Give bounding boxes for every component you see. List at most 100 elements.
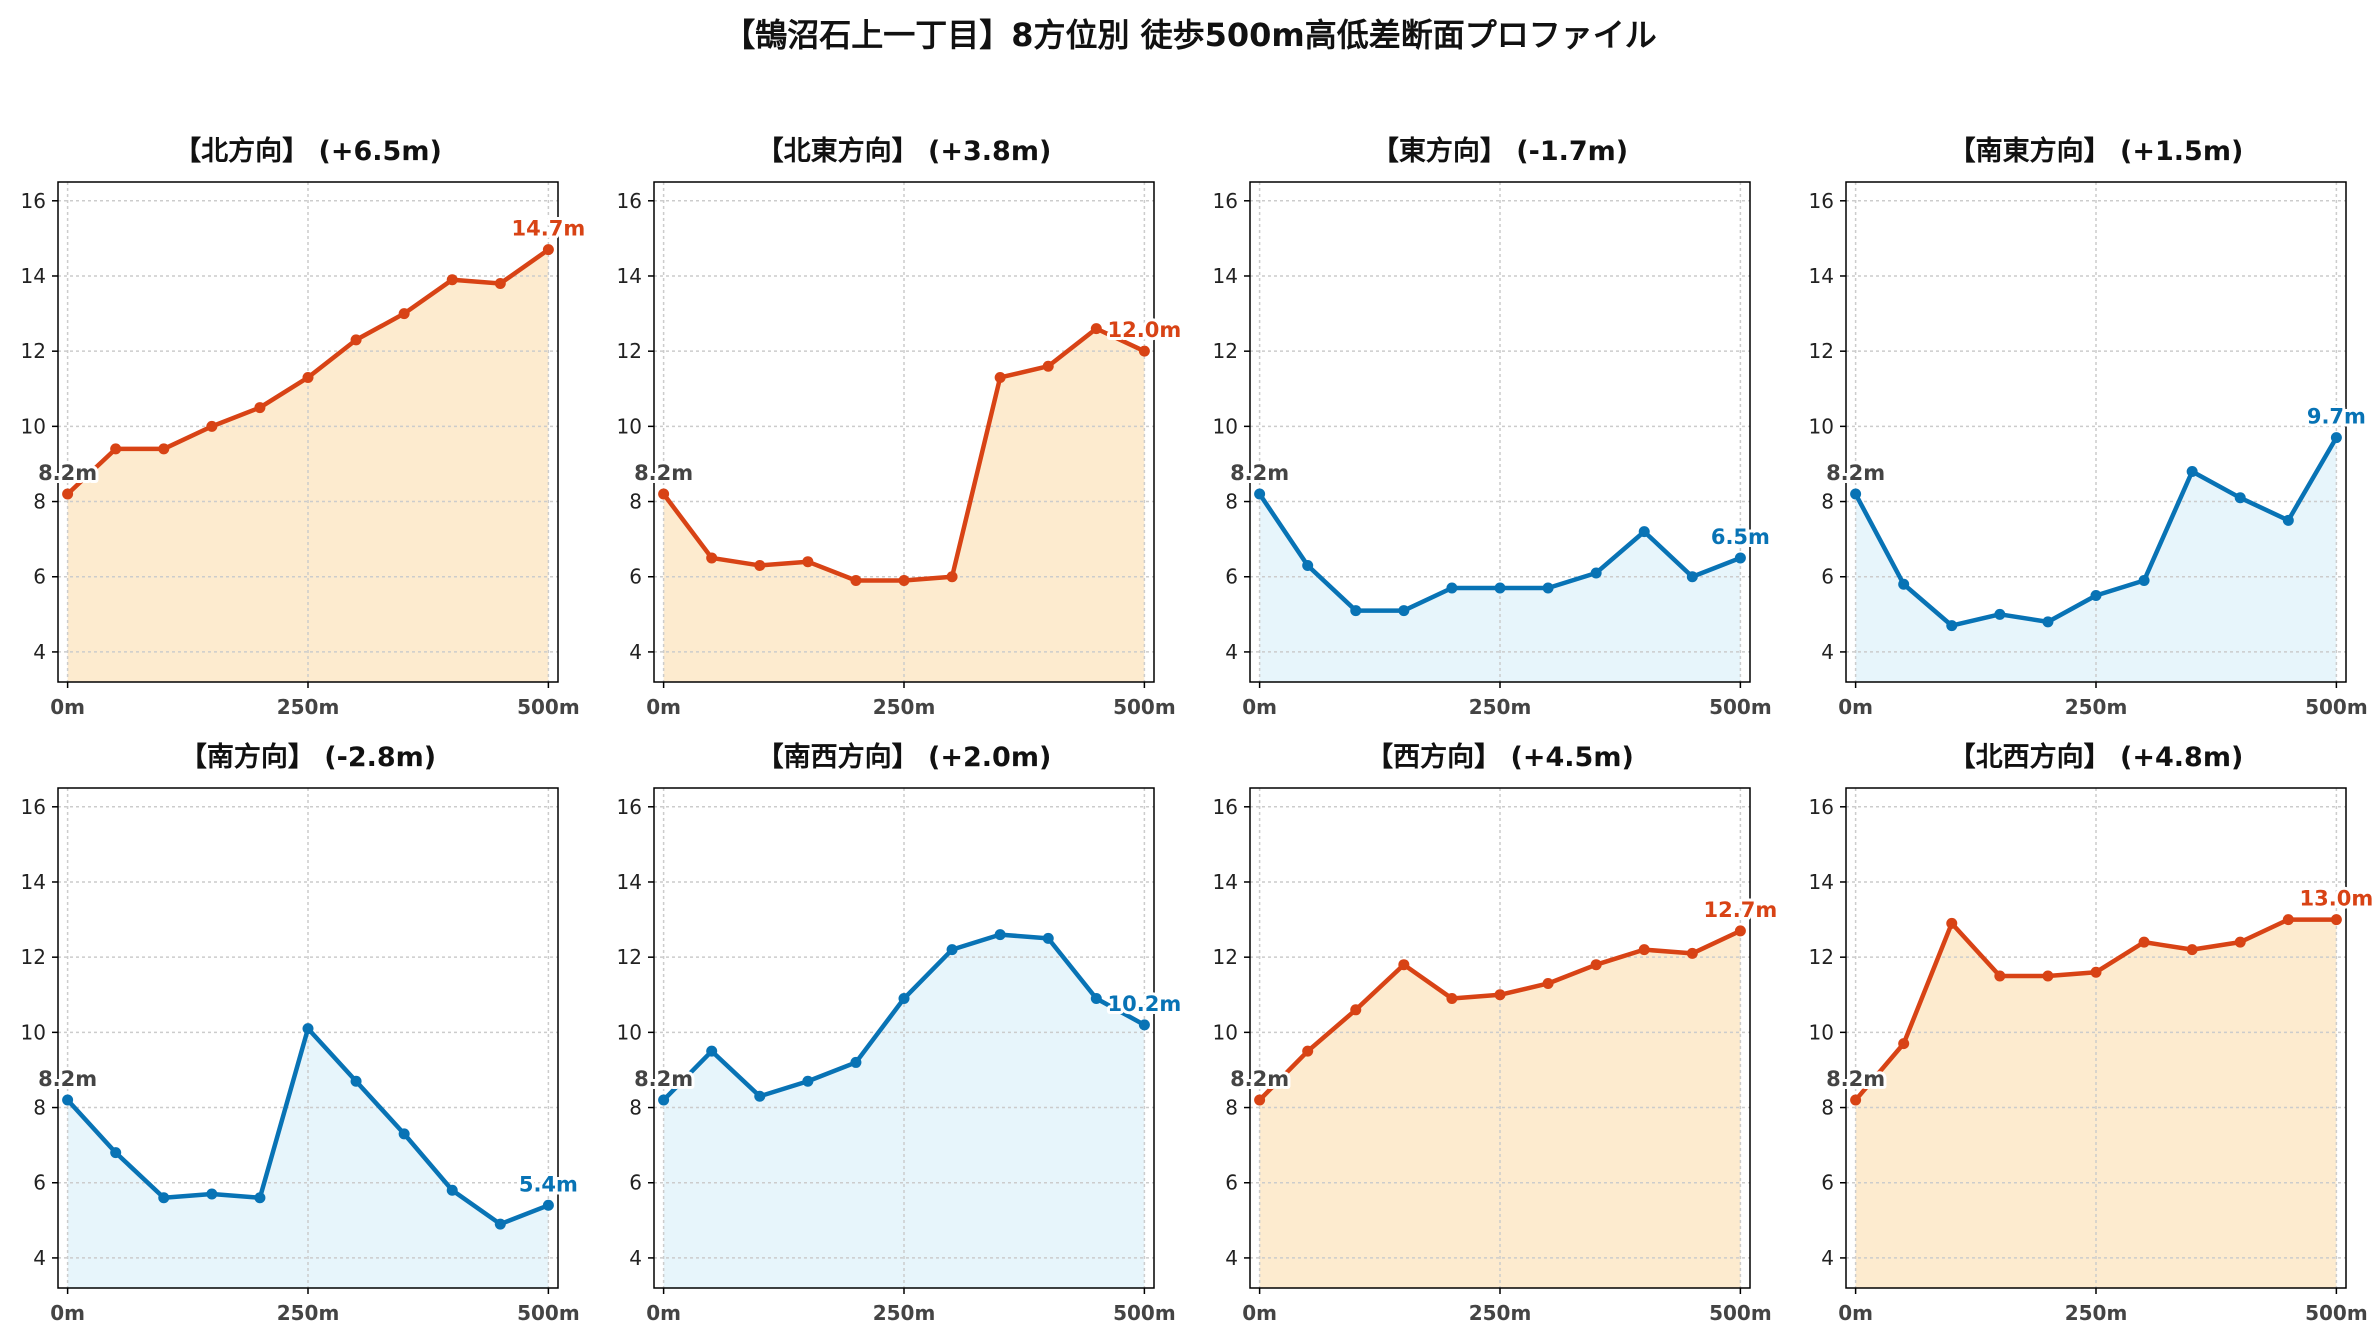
data-point bbox=[1090, 993, 1102, 1005]
y-tick-label: 6 bbox=[1821, 1171, 1834, 1195]
data-point bbox=[2090, 966, 2102, 978]
y-tick-label: 10 bbox=[21, 1020, 46, 1044]
y-tick-label: 14 bbox=[21, 870, 46, 894]
y-tick-label: 4 bbox=[1225, 640, 1238, 664]
end-value-label: 14.7m bbox=[512, 217, 586, 241]
data-point bbox=[1542, 582, 1554, 594]
y-tick-label: 8 bbox=[629, 490, 642, 514]
panel-title: 【北東方向】 (+3.8m) bbox=[757, 135, 1052, 167]
panel-title: 【西方向】 (+4.5m) bbox=[1366, 741, 1634, 773]
y-tick-label: 4 bbox=[1225, 1246, 1238, 1270]
data-point bbox=[2186, 944, 2198, 956]
x-tick-label: 0m bbox=[646, 1301, 681, 1325]
data-point bbox=[994, 371, 1006, 383]
data-point bbox=[1994, 608, 2006, 620]
data-point bbox=[1850, 488, 1862, 500]
data-point bbox=[1254, 1094, 1266, 1106]
x-tick-label: 500m bbox=[2305, 1301, 2368, 1325]
data-point bbox=[946, 571, 958, 583]
y-tick-label: 10 bbox=[1809, 1020, 1834, 1044]
data-point bbox=[1042, 932, 1054, 944]
x-tick-label: 500m bbox=[517, 695, 580, 719]
data-point bbox=[158, 1192, 170, 1204]
data-point bbox=[754, 1090, 766, 1102]
x-tick-label: 250m bbox=[2065, 1301, 2128, 1325]
figure-title: 【鵠沼石上一丁目】8方位別 徒歩500m高低差断面プロファイル bbox=[723, 16, 1657, 54]
panel-title: 【東方向】 (-1.7m) bbox=[1372, 135, 1628, 167]
data-point bbox=[1350, 1004, 1362, 1016]
data-point bbox=[446, 274, 458, 286]
y-tick-label: 12 bbox=[617, 339, 642, 363]
y-tick-label: 4 bbox=[33, 1246, 46, 1270]
data-point bbox=[494, 278, 506, 290]
y-tick-label: 10 bbox=[617, 1020, 642, 1044]
data-point bbox=[254, 1192, 266, 1204]
end-value-label: 12.7m bbox=[1704, 898, 1778, 922]
x-tick-label: 250m bbox=[873, 695, 936, 719]
data-point bbox=[1138, 1019, 1150, 1031]
data-point bbox=[898, 993, 910, 1005]
panel-1: 【北方向】 (+6.5m) 4 6 8 10 12 14 16 0m 250m 500m 8.2m 14… bbox=[21, 135, 589, 719]
data-point bbox=[1138, 345, 1150, 357]
x-tick-label: 250m bbox=[1469, 1301, 1532, 1325]
data-point bbox=[850, 574, 862, 586]
y-tick-label: 12 bbox=[1809, 945, 1834, 969]
data-point bbox=[1994, 970, 2006, 982]
data-point bbox=[1398, 605, 1410, 617]
panel-title: 【南方向】 (-2.8m) bbox=[180, 741, 436, 773]
panel-4: 【南東方向】 (+1.5m) 4 6 8 10 12 14 16 0m 250m 500m 8.2m 9… bbox=[1809, 135, 2369, 719]
end-value-label: 5.4m bbox=[519, 1172, 578, 1196]
y-tick-label: 14 bbox=[1213, 264, 1238, 288]
data-point bbox=[446, 1184, 458, 1196]
data-point bbox=[1686, 571, 1698, 583]
data-point bbox=[206, 420, 218, 432]
y-tick-label: 10 bbox=[21, 414, 46, 438]
y-tick-label: 4 bbox=[1821, 1246, 1834, 1270]
y-tick-label: 8 bbox=[33, 490, 46, 514]
data-point bbox=[494, 1218, 506, 1230]
end-value-label: 6.5m bbox=[1711, 525, 1770, 549]
data-point bbox=[802, 1075, 814, 1087]
panel-title: 【北西方向】 (+4.8m) bbox=[1949, 741, 2244, 773]
y-tick-label: 6 bbox=[33, 565, 46, 589]
data-point bbox=[62, 488, 74, 500]
panel-7: 【西方向】 (+4.5m) 4 6 8 10 12 14 16 0m 250m 500m 8.2m 12… bbox=[1213, 741, 1781, 1325]
y-tick-label: 16 bbox=[617, 189, 642, 213]
y-tick-label: 12 bbox=[1213, 945, 1238, 969]
data-point bbox=[1350, 605, 1362, 617]
data-point bbox=[1590, 567, 1602, 579]
data-point bbox=[2138, 936, 2150, 948]
y-tick-label: 10 bbox=[1213, 1020, 1238, 1044]
end-value-label: 10.2m bbox=[1108, 992, 1182, 1016]
data-point bbox=[542, 244, 554, 256]
y-tick-label: 6 bbox=[1225, 565, 1238, 589]
y-tick-label: 8 bbox=[1225, 490, 1238, 514]
data-point bbox=[206, 1188, 218, 1200]
data-point bbox=[350, 1075, 362, 1087]
y-tick-label: 12 bbox=[1213, 339, 1238, 363]
area-fill bbox=[663, 934, 1145, 1288]
y-tick-label: 6 bbox=[629, 565, 642, 589]
x-tick-label: 0m bbox=[50, 1301, 85, 1325]
data-point bbox=[2330, 914, 2342, 926]
data-point bbox=[302, 1023, 314, 1035]
panel-6: 【南西方向】 (+2.0m) 4 6 8 10 12 14 16 0m 250m 500m 8.2m 1… bbox=[617, 741, 1185, 1325]
data-point bbox=[158, 443, 170, 455]
y-tick-label: 16 bbox=[1213, 795, 1238, 819]
data-point bbox=[1946, 620, 1958, 632]
x-tick-label: 500m bbox=[1113, 1301, 1176, 1325]
y-tick-label: 14 bbox=[1809, 264, 1834, 288]
y-tick-label: 10 bbox=[1213, 414, 1238, 438]
data-point bbox=[658, 488, 670, 500]
y-tick-label: 8 bbox=[1821, 1096, 1834, 1120]
data-point bbox=[302, 371, 314, 383]
x-tick-label: 500m bbox=[1709, 1301, 1772, 1325]
data-point bbox=[2282, 914, 2294, 926]
data-point bbox=[1302, 559, 1314, 571]
data-point bbox=[110, 443, 122, 455]
data-point bbox=[2186, 465, 2198, 477]
data-point bbox=[1446, 993, 1458, 1005]
data-point bbox=[1686, 947, 1698, 959]
